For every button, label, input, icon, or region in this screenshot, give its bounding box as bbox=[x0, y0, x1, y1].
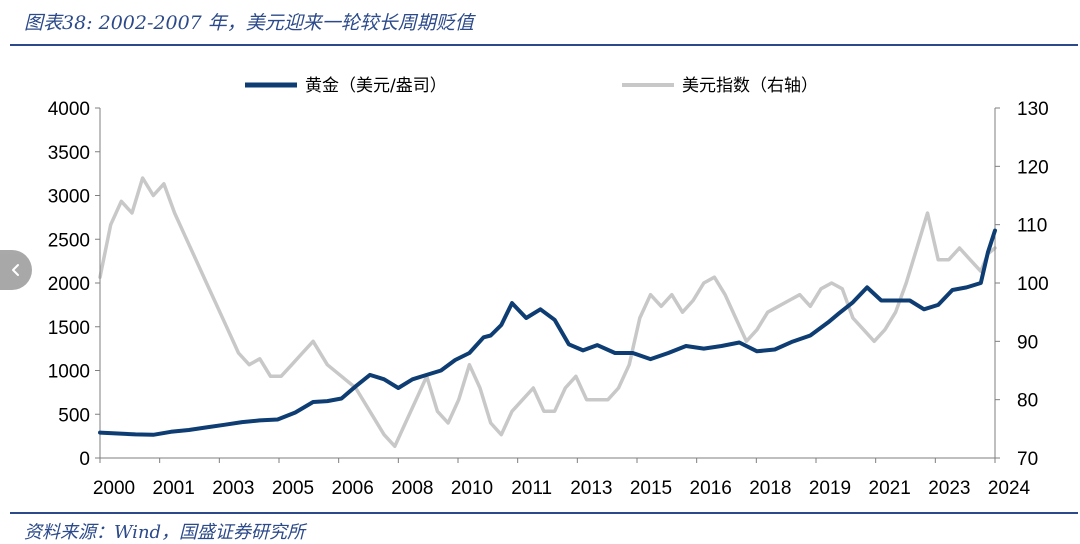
chart-title: 图表38: 2002-2007 年，美元迎来一轮较长周期贬值 bbox=[24, 12, 474, 34]
left-tick-label: 3500 bbox=[48, 143, 90, 164]
right-tick-label: 90 bbox=[1017, 332, 1038, 353]
x-tick-label: 2016 bbox=[690, 478, 732, 499]
chart-area: 0 500 1000 1500 2000 2500 3000 3500 4000 70 80 90 10… bbox=[48, 76, 1049, 499]
right-tick-label: 80 bbox=[1017, 391, 1038, 412]
chevron-left-icon bbox=[12, 264, 19, 276]
gold-price-line bbox=[98, 228, 997, 437]
x-tick-label: 2001 bbox=[153, 478, 195, 499]
legend-label-gold: 黄金（美元/盎司） bbox=[305, 76, 447, 96]
left-tick-label: 2000 bbox=[48, 274, 90, 295]
x-tick-label: 2003 bbox=[212, 478, 254, 499]
x-tick-label: 2018 bbox=[749, 478, 791, 499]
title-divider bbox=[10, 44, 1078, 46]
left-tick-label: 1000 bbox=[48, 362, 90, 383]
right-tick-label: 120 bbox=[1017, 157, 1049, 178]
x-tick-label: 2023 bbox=[928, 478, 970, 499]
x-tick-label: 2006 bbox=[332, 478, 374, 499]
source-note: 资料来源：Wind，国盛证券研究所 bbox=[24, 522, 306, 543]
left-tick-label: 3000 bbox=[48, 187, 90, 208]
x-tick-label: 2013 bbox=[570, 478, 612, 499]
left-tick-label: 1500 bbox=[48, 318, 90, 339]
right-tick-label: 130 bbox=[1017, 99, 1049, 120]
previous-button[interactable] bbox=[0, 250, 32, 290]
x-tick-label: 2000 bbox=[93, 478, 135, 499]
x-tick-label: 2005 bbox=[272, 478, 314, 499]
right-tick-label: 110 bbox=[1017, 216, 1047, 237]
dollar-index-line bbox=[98, 176, 997, 449]
x-tick-label: 2010 bbox=[451, 478, 493, 499]
x-tick-label: 2021 bbox=[869, 478, 911, 499]
left-tick-label: 500 bbox=[58, 405, 90, 426]
x-tick-label: 2024 bbox=[988, 478, 1031, 499]
x-tick-label: 2011 bbox=[511, 478, 552, 499]
left-tick-label: 4000 bbox=[48, 99, 90, 120]
source-divider bbox=[10, 512, 1078, 514]
x-tick-label: 2019 bbox=[809, 478, 851, 499]
left-tick-label: 0 bbox=[79, 449, 90, 470]
x-tick-label: 2008 bbox=[391, 478, 433, 499]
right-tick-label: 70 bbox=[1017, 449, 1038, 470]
left-tick-label: 2500 bbox=[48, 230, 90, 251]
right-tick-label: 100 bbox=[1017, 274, 1049, 295]
legend-label-dollar: 美元指数（右轴） bbox=[682, 76, 818, 96]
x-tick-label: 2015 bbox=[630, 478, 672, 499]
